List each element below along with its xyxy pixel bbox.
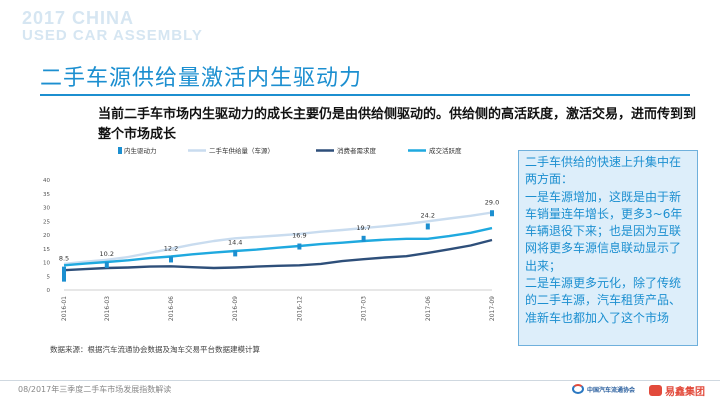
- bar-value-label: 29.0: [485, 198, 499, 206]
- explanation-line: 一是车源增加，这既是由于新车销量连年增长，更多3~6年车辆退役下来；也是因为互联…: [525, 189, 683, 273]
- legend-label: 消费者需求度: [337, 146, 377, 155]
- bar-mark: [425, 223, 430, 230]
- x-tick-label: 2017-09: [489, 296, 496, 321]
- source-note: 数据来源：根据汽车流通协会数据及淘车交易平台数据建模计算: [50, 345, 260, 354]
- explanation-line: 二是车源更多元化，除了传统的二手车源，汽车租赁产品、准新车也都加入了这个市场: [525, 276, 682, 325]
- bar-mark: [62, 266, 66, 282]
- x-tick-label: 2017-06: [425, 296, 432, 321]
- footer-divider: [0, 380, 720, 381]
- y-tick-label: 5: [47, 274, 51, 280]
- bar-value-label: 16.9: [292, 232, 306, 240]
- y-tick-label: 25: [43, 219, 50, 225]
- bar-mark: [297, 243, 302, 250]
- bar-mark: [169, 256, 173, 263]
- org-logo-text: 中国汽车流通协会: [587, 386, 636, 394]
- x-tick-label: 2016-06: [168, 296, 175, 321]
- bar-value-label: 8.5: [59, 255, 69, 263]
- line-chart: 0 5 10 15 20 25 30 35 40 2016-01 2016-03 2016-06 201…: [43, 146, 499, 321]
- legend-marker: [118, 147, 122, 154]
- bar-mark: [490, 210, 494, 217]
- title-divider: [40, 94, 690, 96]
- chart-container: 0 5 10 15 20 25 30 35 40 2016-01 2016-03 2016-06 201…: [30, 140, 510, 340]
- legend-label: 内生驱动力: [124, 146, 157, 155]
- org-logo: 中国汽车流通协会: [572, 384, 635, 394]
- x-tick-label: 2016-09: [232, 296, 239, 321]
- y-tick-label: 10: [43, 261, 50, 267]
- x-tick-label: 2016-12: [296, 296, 303, 321]
- x-tick-label: 2016-03: [104, 296, 111, 321]
- bar-mark: [233, 250, 238, 257]
- footer-text: 08/2017年三季度二手车市场发展指数解读: [18, 385, 172, 394]
- bar-value-label: 12.2: [164, 244, 178, 252]
- slide-title: 二手车源供给量激活内生驱动力: [40, 66, 363, 91]
- event-logo-line2: USED CAR ASSEMBLY: [22, 27, 203, 44]
- y-tick-label: 20: [43, 233, 50, 239]
- x-tick-label: 2017-03: [361, 296, 368, 321]
- x-tick-label: 2016-01: [61, 296, 68, 321]
- series-line-demand: [63, 238, 493, 272]
- explanation-box: 二手车供给的快速上升集中在两方面： 一是车源增加，这既是由于新车销量连年增长，更多…: [518, 150, 698, 346]
- y-tick-label: 0: [47, 288, 51, 294]
- org-logo-icon: [572, 384, 584, 394]
- legend-label: 二手车供给量（车源）: [209, 146, 274, 155]
- brand-logo-text: 易鑫集团: [665, 387, 705, 398]
- bar-value-label: 24.2: [421, 211, 435, 219]
- bar-mark: [361, 235, 366, 242]
- brand-logo-icon: [649, 385, 662, 396]
- y-tick-label: 15: [43, 247, 50, 253]
- event-logo: 2017 CHINA USED CAR ASSEMBLY: [22, 8, 282, 54]
- legend-label: 成交活跃度: [429, 146, 462, 155]
- bar-value-label: 14.4: [228, 238, 242, 246]
- brand-logo: 易鑫集团: [649, 383, 705, 398]
- y-tick-label: 30: [43, 206, 50, 212]
- y-tick-label: 40: [43, 178, 50, 184]
- bar-value-label: 10.2: [100, 250, 114, 258]
- series-line-supply: [63, 211, 493, 266]
- bar-mark: [104, 261, 109, 268]
- event-logo-line1: 2017 CHINA: [22, 8, 135, 28]
- explanation-line: 二手车供给的快速上升集中在两方面：: [525, 155, 682, 187]
- y-tick-label: 35: [43, 192, 50, 198]
- summary-text: 当前二手车市场内生驱动力的成长主要仍是由供给侧驱动的。供给侧的高活跃度，激活交易…: [98, 107, 697, 142]
- explanation-text: 二手车供给的快速上升集中在两方面： 一是车源增加，这既是由于新车销量连年增长，更多…: [525, 154, 691, 327]
- bar-value-label: 19.7: [356, 224, 370, 232]
- series-line-activity: [63, 226, 493, 267]
